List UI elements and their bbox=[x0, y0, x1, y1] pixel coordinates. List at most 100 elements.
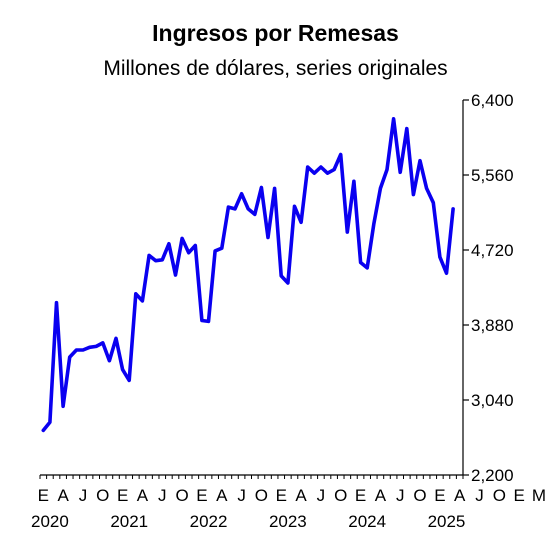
x-month-label: O bbox=[334, 486, 347, 505]
data-point bbox=[168, 243, 170, 245]
x-month-label: J bbox=[237, 486, 246, 505]
x-month-label: E bbox=[196, 486, 207, 505]
data-point bbox=[141, 300, 143, 302]
data-point bbox=[62, 405, 64, 407]
data-point bbox=[214, 250, 216, 252]
data-point bbox=[366, 267, 368, 269]
axes bbox=[39, 99, 469, 479]
x-year-label: 2024 bbox=[348, 512, 386, 531]
x-month-label: O bbox=[255, 486, 268, 505]
data-point bbox=[82, 349, 84, 351]
x-year-label: 2023 bbox=[269, 512, 307, 531]
data-point bbox=[399, 171, 401, 173]
x-month-label: M bbox=[532, 486, 546, 505]
x-month-label: A bbox=[137, 486, 149, 505]
data-point bbox=[393, 118, 395, 120]
y-tick-label: 4,720 bbox=[471, 241, 514, 260]
data-point bbox=[188, 252, 190, 254]
data-point bbox=[122, 369, 124, 371]
data-point bbox=[102, 342, 104, 344]
data-point bbox=[452, 208, 454, 210]
data-point bbox=[439, 256, 441, 258]
x-year-label: 2025 bbox=[428, 512, 466, 531]
data-point bbox=[194, 245, 196, 247]
x-month-label: A bbox=[295, 486, 307, 505]
data-point bbox=[267, 237, 269, 238]
data-point bbox=[227, 206, 229, 208]
series-line bbox=[41, 117, 455, 433]
data-point bbox=[75, 349, 77, 351]
x-year-label: 2021 bbox=[110, 512, 148, 531]
data-point bbox=[155, 260, 157, 262]
data-point bbox=[208, 320, 210, 322]
chart-subtitle: Millones de dólares, series originales bbox=[103, 57, 448, 80]
x-month-label: J bbox=[475, 486, 484, 505]
x-month-label: E bbox=[434, 486, 445, 505]
data-point bbox=[293, 205, 295, 207]
data-point bbox=[320, 166, 322, 168]
y-tick-label: 5,560 bbox=[471, 166, 514, 185]
data-point bbox=[432, 202, 434, 204]
x-month-label: O bbox=[175, 486, 188, 505]
data-point bbox=[346, 231, 348, 233]
data-point bbox=[445, 272, 447, 274]
data-point bbox=[89, 346, 91, 348]
x-year-label: 2022 bbox=[190, 512, 228, 531]
series-marks bbox=[41, 117, 455, 433]
x-month-label: O bbox=[96, 486, 109, 505]
x-month-label: A bbox=[57, 486, 69, 505]
x-month-label: O bbox=[413, 486, 426, 505]
data-point bbox=[327, 172, 329, 174]
data-point bbox=[247, 208, 249, 210]
y-tick-label: 3,040 bbox=[471, 391, 514, 410]
data-point bbox=[340, 153, 342, 155]
data-point bbox=[69, 356, 71, 358]
data-point bbox=[135, 293, 137, 295]
data-point bbox=[313, 172, 315, 174]
data-point bbox=[174, 274, 176, 276]
x-month-label: E bbox=[514, 486, 525, 505]
data-point bbox=[128, 379, 130, 381]
data-point bbox=[360, 262, 362, 263]
data-point bbox=[406, 128, 408, 130]
data-point bbox=[412, 194, 414, 196]
x-month-label: J bbox=[317, 486, 326, 505]
x-month-label: J bbox=[396, 486, 405, 505]
x-month-label: E bbox=[276, 486, 287, 505]
data-point bbox=[221, 247, 223, 249]
data-point bbox=[161, 259, 163, 261]
data-point bbox=[115, 337, 117, 339]
x-year-label: 2020 bbox=[31, 512, 69, 531]
data-point bbox=[42, 429, 44, 431]
data-point bbox=[419, 160, 421, 162]
y-tick-label: 2,200 bbox=[471, 466, 514, 485]
x-month-label: E bbox=[38, 486, 49, 505]
data-point bbox=[181, 237, 183, 239]
x-month-label: A bbox=[454, 486, 466, 505]
data-point bbox=[254, 213, 256, 215]
data-point bbox=[379, 187, 381, 189]
x-month-label: O bbox=[493, 486, 506, 505]
data-point bbox=[307, 166, 309, 168]
data-point bbox=[274, 187, 276, 189]
x-month-label: A bbox=[375, 486, 387, 505]
data-point bbox=[201, 320, 203, 322]
data-point bbox=[373, 223, 375, 225]
data-point bbox=[49, 421, 51, 423]
data-point bbox=[148, 254, 150, 256]
x-month-label: J bbox=[158, 486, 167, 505]
x-month-label: E bbox=[117, 486, 128, 505]
data-point bbox=[300, 221, 302, 223]
chart-title: Ingresos por Remesas bbox=[152, 20, 399, 46]
y-tick-label: 6,400 bbox=[471, 91, 514, 110]
data-point bbox=[333, 169, 335, 171]
data-point bbox=[56, 302, 58, 304]
data-point bbox=[234, 208, 236, 210]
data-point bbox=[108, 360, 110, 362]
data-point bbox=[95, 345, 97, 347]
data-point bbox=[287, 282, 289, 284]
y-tick-label: 3,880 bbox=[471, 316, 514, 335]
x-month-label: A bbox=[216, 486, 228, 505]
